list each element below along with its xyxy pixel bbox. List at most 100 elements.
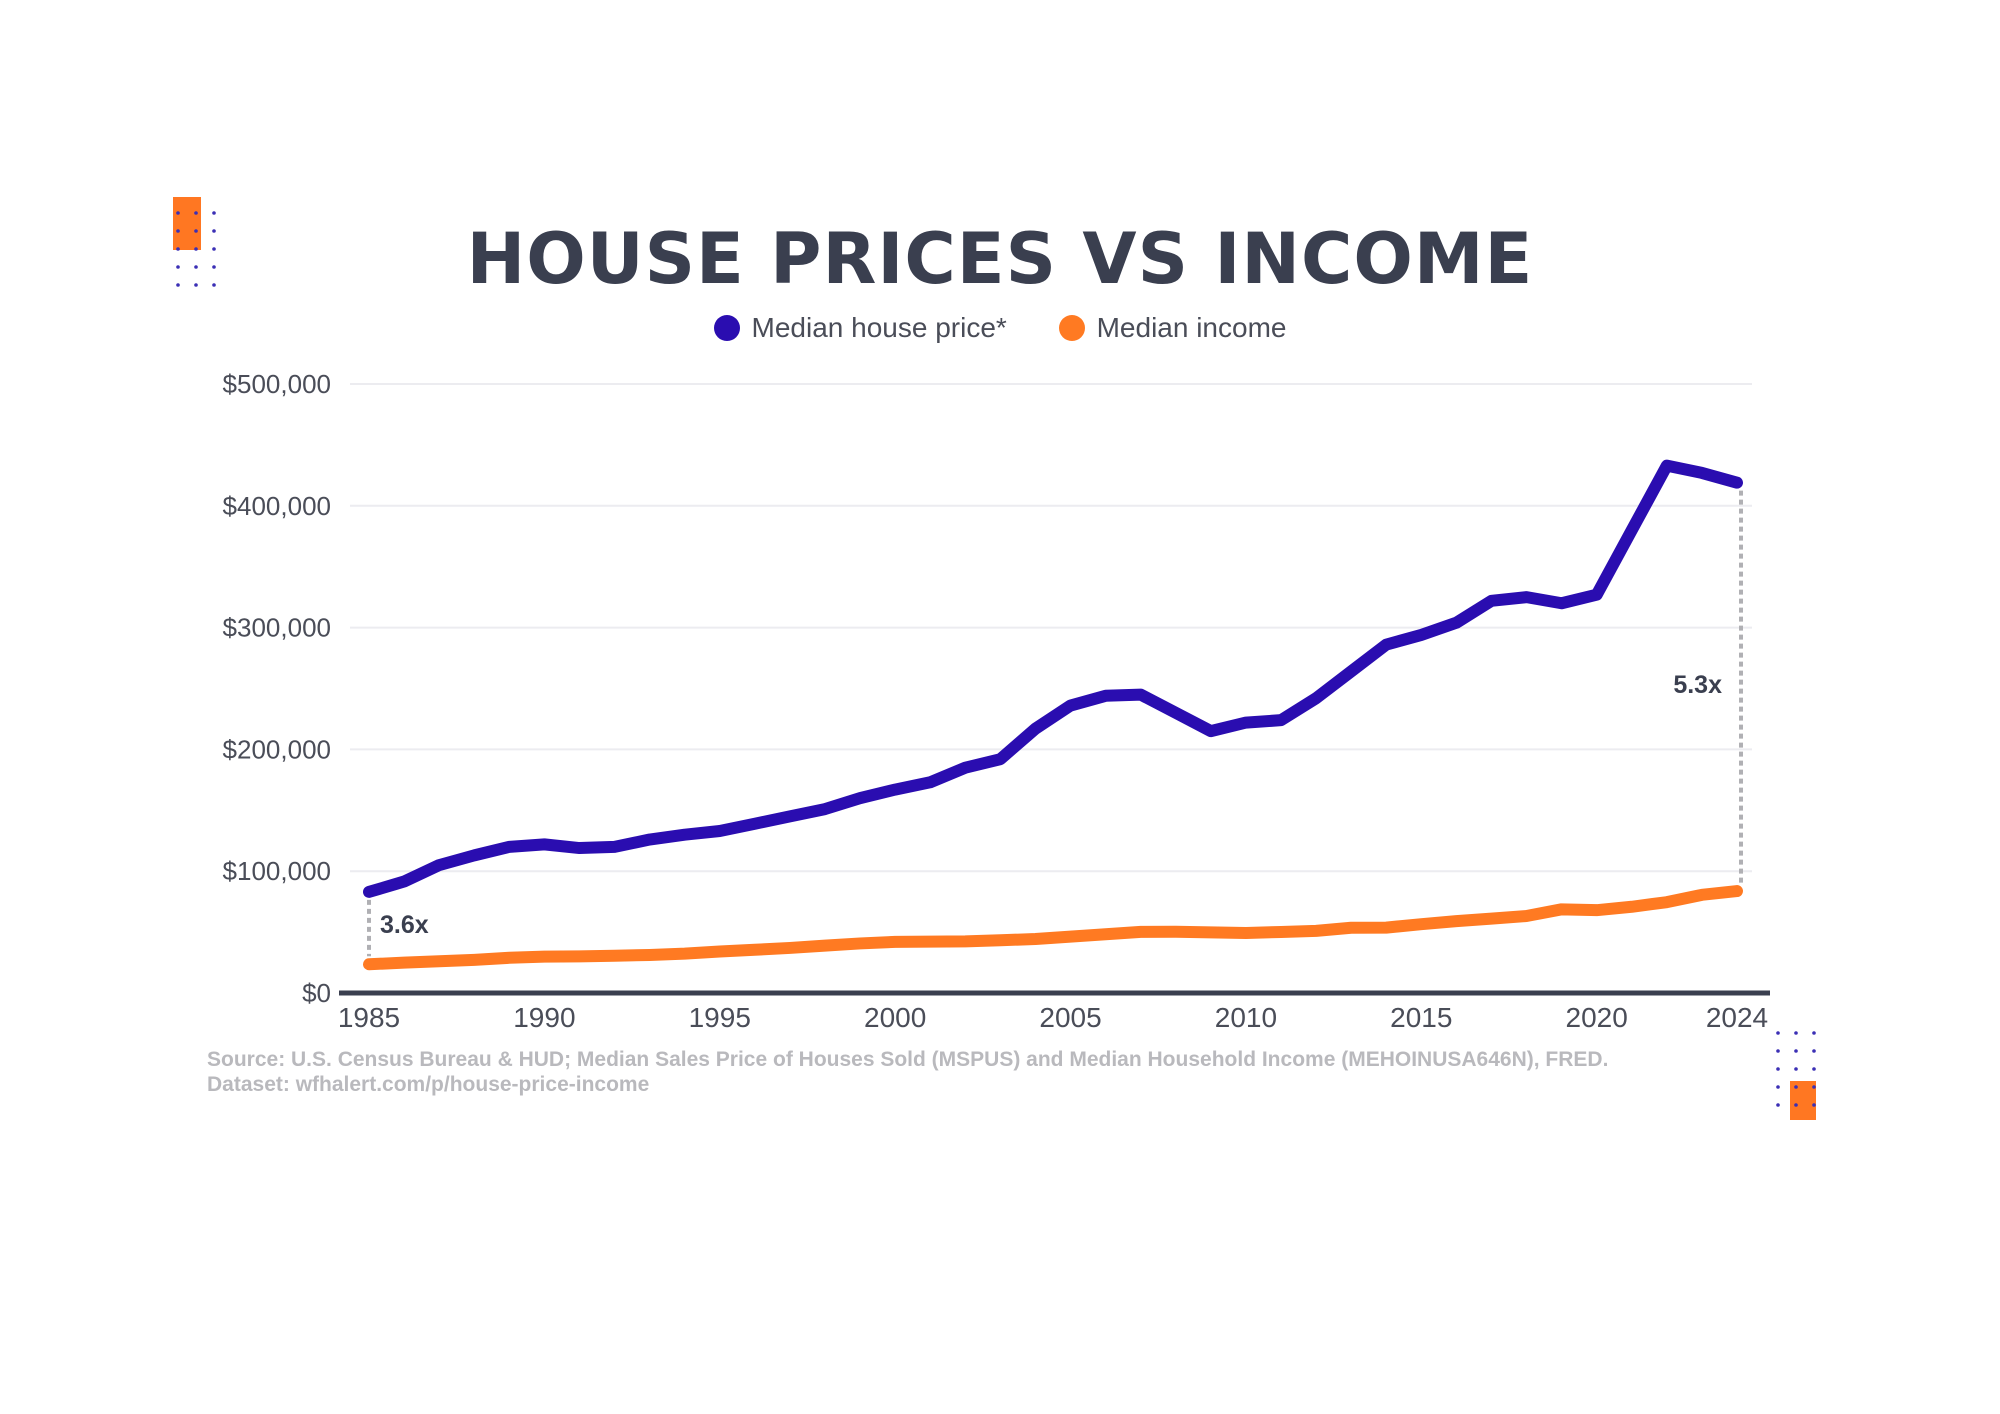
data-point-house bbox=[1070, 705, 1072, 707]
data-point-house bbox=[438, 864, 440, 866]
decor-dot bbox=[212, 211, 216, 215]
data-point-income bbox=[754, 949, 756, 951]
x-tick-label: 2015 bbox=[1390, 1002, 1452, 1033]
decor-dot bbox=[194, 265, 198, 269]
data-point-income bbox=[1315, 930, 1317, 932]
data-point-house bbox=[403, 881, 405, 883]
data-point-house bbox=[719, 830, 721, 832]
decor-dot bbox=[176, 229, 180, 233]
data-point-house bbox=[614, 846, 616, 848]
legend-label-income: Median income bbox=[1096, 312, 1287, 343]
data-point-house bbox=[543, 843, 545, 845]
decor-dot bbox=[1794, 1085, 1798, 1089]
data-point-house bbox=[1034, 728, 1036, 730]
y-tick-label: $200,000 bbox=[223, 734, 331, 764]
data-point-house bbox=[754, 823, 756, 825]
y-tick-label: $400,000 bbox=[223, 491, 331, 521]
source-note: Source: U.S. Census Bureau & HUD; Median… bbox=[207, 1047, 1608, 1097]
decor-dot bbox=[1776, 1103, 1780, 1107]
x-tick-label: 2005 bbox=[1039, 1002, 1101, 1033]
decor-dot bbox=[212, 283, 216, 287]
y-tick-label: $500,000 bbox=[223, 369, 331, 399]
x-tick-label: 1990 bbox=[513, 1002, 575, 1033]
legend-item-income: Median income bbox=[1058, 312, 1287, 344]
data-point-income bbox=[719, 950, 721, 952]
data-point-income bbox=[543, 956, 545, 958]
data-point-income bbox=[438, 960, 440, 962]
legend-dot-house bbox=[713, 315, 740, 341]
data-point-income bbox=[824, 945, 826, 947]
data-point-income bbox=[1034, 938, 1036, 940]
data-point-house bbox=[1350, 670, 1352, 672]
data-point-income bbox=[578, 955, 580, 957]
data-point-income bbox=[1736, 890, 1738, 892]
data-point-house bbox=[1526, 596, 1528, 598]
data-point-house bbox=[1280, 719, 1282, 721]
y-tick-label: $300,000 bbox=[223, 613, 331, 643]
dataset-line: Dataset: wfhalert.com/p/house-price-inco… bbox=[207, 1073, 650, 1096]
x-tick-label: 2000 bbox=[864, 1002, 926, 1033]
data-point-house bbox=[1596, 594, 1598, 596]
x-tick-label: 2010 bbox=[1215, 1002, 1277, 1033]
data-point-house bbox=[508, 846, 510, 848]
data-point-income bbox=[1526, 915, 1528, 917]
data-point-income bbox=[614, 955, 616, 957]
data-point-income bbox=[1455, 920, 1457, 922]
legend-item-house: Median house price* bbox=[713, 312, 1007, 344]
data-point-house bbox=[964, 767, 966, 769]
data-point-income bbox=[999, 939, 1001, 941]
data-point-income bbox=[1140, 931, 1142, 933]
data-point-income bbox=[473, 959, 475, 961]
decor-dot bbox=[1812, 1049, 1816, 1053]
data-point-income bbox=[1070, 936, 1072, 938]
x-tick-label: 2024 bbox=[1706, 1002, 1768, 1033]
decor-dot bbox=[1812, 1103, 1816, 1107]
data-point-house bbox=[859, 797, 861, 799]
legend-label-house: Median house price* bbox=[751, 312, 1007, 343]
data-point-income bbox=[894, 941, 896, 943]
data-point-house bbox=[684, 834, 686, 836]
data-point-house bbox=[368, 891, 370, 893]
x-tick-label: 1985 bbox=[338, 1002, 400, 1033]
series-line-income bbox=[363, 885, 1743, 971]
data-point-income bbox=[1350, 927, 1352, 929]
data-point-income bbox=[508, 957, 510, 959]
data-point-income bbox=[1631, 906, 1633, 908]
decor-dot bbox=[1812, 1031, 1816, 1035]
decor-dot bbox=[194, 211, 198, 215]
x-tick-label: 1995 bbox=[689, 1002, 751, 1033]
data-point-house bbox=[1105, 695, 1107, 697]
decor-dot bbox=[1794, 1031, 1798, 1035]
decor-dot bbox=[194, 229, 198, 233]
data-point-house bbox=[473, 854, 475, 856]
data-point-income bbox=[964, 940, 966, 942]
data-point-house bbox=[1385, 644, 1387, 646]
data-point-income bbox=[1666, 901, 1668, 903]
decor-dot bbox=[176, 283, 180, 287]
data-point-house bbox=[789, 815, 791, 817]
decor-dot bbox=[1794, 1049, 1798, 1053]
data-point-income bbox=[649, 954, 651, 956]
data-point-house bbox=[1420, 634, 1422, 636]
data-point-income bbox=[1385, 927, 1387, 929]
decor-dot bbox=[1776, 1067, 1780, 1071]
decor-orange-block-top bbox=[173, 197, 201, 250]
data-point-house bbox=[578, 847, 580, 849]
data-point-income bbox=[859, 942, 861, 944]
legend-dot-income bbox=[1058, 315, 1085, 341]
data-point-income bbox=[929, 941, 931, 943]
y-tick-label: $0 bbox=[302, 978, 331, 1008]
data-point-house bbox=[1736, 482, 1738, 484]
data-point-income bbox=[1561, 908, 1563, 910]
data-point-house bbox=[1561, 602, 1563, 604]
data-point-income bbox=[684, 953, 686, 955]
source-line: Source: U.S. Census Bureau & HUD; Median… bbox=[207, 1048, 1609, 1071]
legend: Median house price* Median income bbox=[0, 312, 2000, 348]
decor-dot bbox=[212, 265, 216, 269]
decor-dot-grid-bottom bbox=[1776, 1031, 1816, 1107]
data-point-income bbox=[1105, 933, 1107, 935]
decor-dot bbox=[1812, 1085, 1816, 1089]
data-point-income bbox=[368, 963, 370, 965]
data-point-income bbox=[1210, 931, 1212, 933]
decor-dot bbox=[212, 247, 216, 251]
